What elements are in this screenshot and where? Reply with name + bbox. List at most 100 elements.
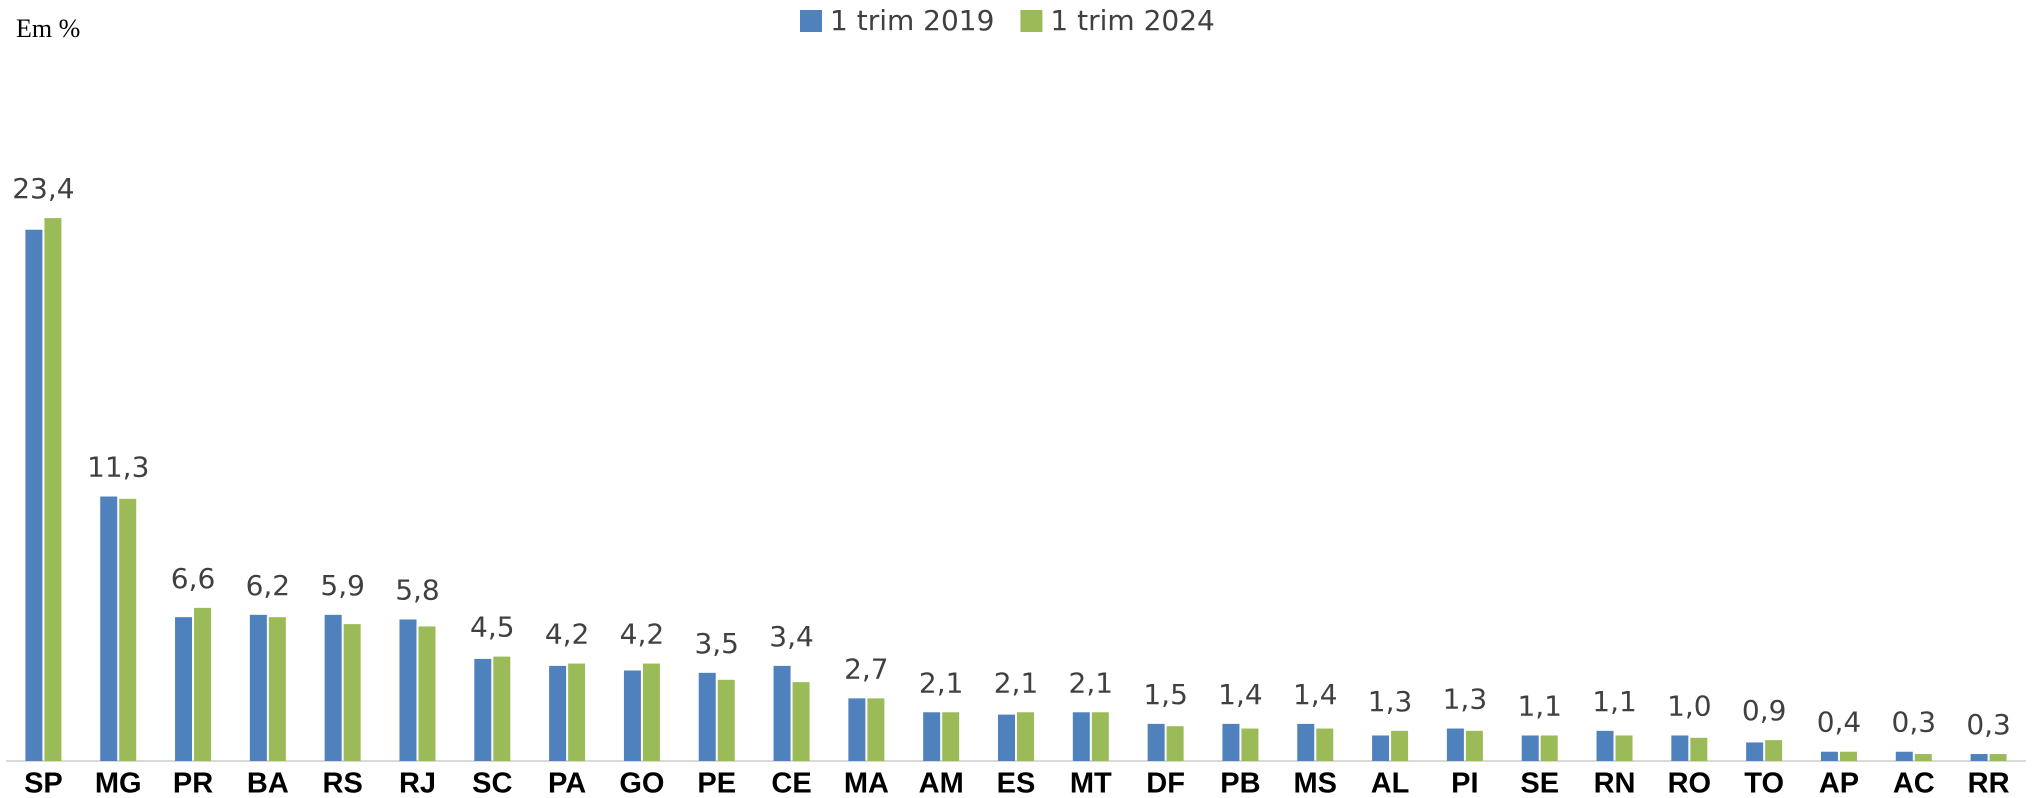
bar xyxy=(1596,730,1614,761)
bar xyxy=(1147,723,1165,761)
bar xyxy=(1091,712,1109,761)
x-tick-label: MS xyxy=(1294,768,1338,798)
data-label: 0,9 xyxy=(1742,694,1787,727)
bar xyxy=(44,218,62,761)
data-label: 5,9 xyxy=(320,569,365,602)
x-tick-label: MG xyxy=(95,768,142,798)
bar xyxy=(773,665,791,761)
bar xyxy=(717,679,735,761)
bar xyxy=(549,665,567,761)
data-label: 5,8 xyxy=(395,573,440,606)
data-label: 1,0 xyxy=(1667,689,1712,722)
x-tick-label: ES xyxy=(997,768,1036,798)
bar xyxy=(249,614,267,761)
bar xyxy=(1989,754,2007,761)
x-tick-label: GO xyxy=(619,768,664,798)
bar xyxy=(1465,730,1483,761)
bar xyxy=(1241,728,1259,761)
bar xyxy=(1446,728,1464,761)
x-tick-label: PR xyxy=(173,768,213,798)
data-label: 1,1 xyxy=(1592,685,1637,718)
x-tick-label: CE xyxy=(771,768,811,798)
x-tick-label: PE xyxy=(697,768,736,798)
data-label: 0,4 xyxy=(1817,706,1862,739)
data-label: 1,3 xyxy=(1443,683,1488,716)
bar xyxy=(1222,723,1240,761)
legend-swatch xyxy=(800,10,822,32)
x-tick-label: SP xyxy=(24,768,63,798)
data-label: 1,5 xyxy=(1143,678,1188,711)
data-label: 4,5 xyxy=(470,611,515,644)
data-label: 6,6 xyxy=(171,562,216,595)
data-label: 6,2 xyxy=(246,569,291,602)
bar xyxy=(942,712,960,761)
bar xyxy=(642,663,660,761)
bar xyxy=(1690,737,1708,761)
data-label: 2,7 xyxy=(844,652,889,685)
data-label: 2,1 xyxy=(1069,666,1114,699)
x-tick-label: SE xyxy=(1520,768,1559,798)
legend-label: 1 trim 2024 xyxy=(1050,4,1214,37)
bar xyxy=(324,614,342,761)
bar xyxy=(1895,751,1913,761)
x-tick-label: PB xyxy=(1220,768,1260,798)
bar xyxy=(848,698,866,761)
bar xyxy=(1017,712,1034,761)
bar xyxy=(923,712,941,761)
bar xyxy=(1820,751,1838,761)
bar xyxy=(1746,742,1764,761)
bar xyxy=(1372,735,1390,761)
x-tick-label: AP xyxy=(1819,768,1859,798)
bar xyxy=(1521,735,1539,761)
bar xyxy=(1970,754,1988,761)
bar xyxy=(1914,754,1932,761)
bar xyxy=(1166,726,1184,761)
bar xyxy=(623,670,641,761)
x-tick-label: AL xyxy=(1371,768,1410,798)
data-label: 2,1 xyxy=(919,666,964,699)
bar xyxy=(399,619,417,761)
data-label: 2,1 xyxy=(994,666,1039,699)
x-tick-label: TO xyxy=(1744,768,1784,798)
x-tick-label: MA xyxy=(844,768,889,798)
bar xyxy=(1072,712,1090,761)
data-label: 3,5 xyxy=(694,627,739,660)
x-tick-label: MT xyxy=(1070,768,1112,798)
x-tick-label: PI xyxy=(1451,768,1478,798)
x-tick-label: BA xyxy=(247,768,289,798)
data-label: 1,1 xyxy=(1517,689,1562,722)
bar xyxy=(1671,735,1689,761)
bar xyxy=(867,698,885,761)
x-tick-label: RN xyxy=(1594,768,1636,798)
unit-label: Em % xyxy=(16,14,80,43)
data-label: 1,3 xyxy=(1368,685,1413,718)
bar xyxy=(119,498,137,761)
bar xyxy=(1615,735,1633,761)
x-tick-label: RR xyxy=(1968,768,2010,798)
x-tick-label: SC xyxy=(472,768,512,798)
data-label: 0,3 xyxy=(1892,706,1937,739)
bar xyxy=(25,229,43,762)
x-tick-label: PA xyxy=(548,768,586,798)
data-label: 4,2 xyxy=(620,618,665,651)
bar xyxy=(194,607,212,761)
legend-label: 1 trim 2019 xyxy=(830,4,994,37)
bar xyxy=(792,682,810,761)
data-label: 23,4 xyxy=(12,172,74,205)
bar xyxy=(1297,723,1315,761)
bar xyxy=(1839,751,1857,761)
bar xyxy=(698,672,716,761)
bar xyxy=(998,714,1015,761)
bar xyxy=(1316,728,1334,761)
legend-swatch xyxy=(1020,10,1043,32)
bar xyxy=(418,626,436,761)
bar xyxy=(474,658,492,761)
bar xyxy=(568,663,586,761)
bar xyxy=(100,496,118,761)
x-tick-label: RO xyxy=(1668,768,1712,798)
data-label: 1,4 xyxy=(1293,678,1338,711)
x-tick-label: DF xyxy=(1146,768,1185,798)
bar xyxy=(1540,735,1558,761)
data-label: 0,3 xyxy=(1966,708,2011,741)
